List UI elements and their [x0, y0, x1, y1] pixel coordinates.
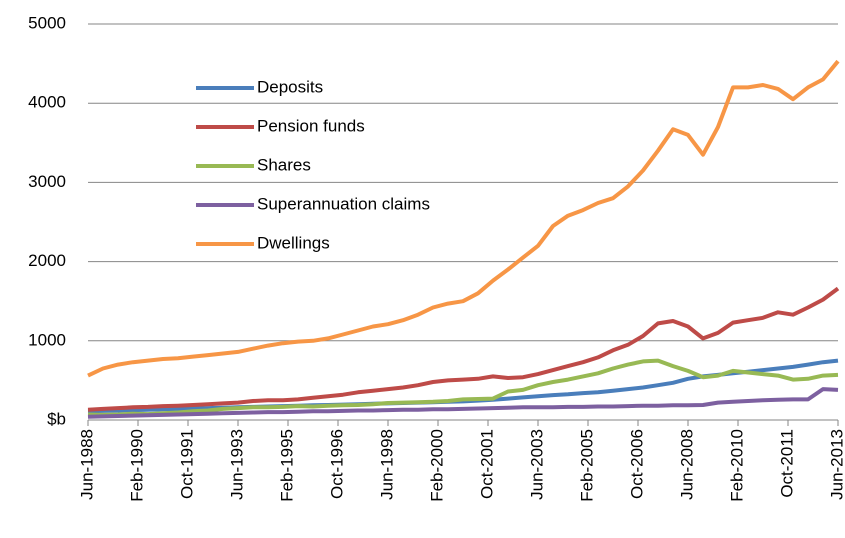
x-tick-label: Feb-1995: [277, 429, 296, 502]
series-line: [87, 387, 839, 419]
legend-label: Shares: [257, 155, 311, 174]
series-line: [87, 358, 839, 417]
x-tick-label: Oct-2011: [777, 429, 796, 498]
x-tick-label: Jun-2013: [827, 429, 845, 500]
x-tick-label: Jun-1993: [227, 429, 246, 500]
x-tick-label: Feb-1990: [127, 429, 146, 502]
x-tick-label: Jun-1988: [77, 429, 96, 500]
y-tick-label: 5000: [28, 13, 66, 32]
y-tick-label: 2000: [28, 251, 66, 270]
x-tick-label: Feb-2000: [427, 429, 446, 502]
legend-label: Deposits: [257, 77, 323, 96]
x-tick-label: Oct-1991: [177, 429, 196, 499]
y-tick-label: $b: [47, 409, 66, 428]
x-tick-label: Oct-2001: [477, 429, 496, 499]
x-tick-label: Feb-2010: [727, 429, 746, 502]
x-tick-label: Jun-2008: [677, 429, 696, 500]
x-tick-label: Oct-1996: [327, 429, 346, 499]
x-tick-label: Jun-1998: [377, 429, 396, 500]
legend-label: Pension funds: [257, 116, 365, 135]
legend-label: Superannuation claims: [257, 194, 430, 213]
x-tick-label: Jun-2003: [527, 429, 546, 500]
y-tick-label: 1000: [28, 330, 66, 349]
x-tick-label: Feb-2005: [577, 429, 596, 502]
y-tick-label: 4000: [28, 93, 66, 112]
series-line: [87, 59, 840, 378]
y-tick-label: 3000: [28, 172, 66, 191]
series-line: [87, 286, 840, 412]
legend-label: Dwellings: [257, 233, 330, 252]
x-tick-label: Oct-2006: [627, 429, 646, 499]
